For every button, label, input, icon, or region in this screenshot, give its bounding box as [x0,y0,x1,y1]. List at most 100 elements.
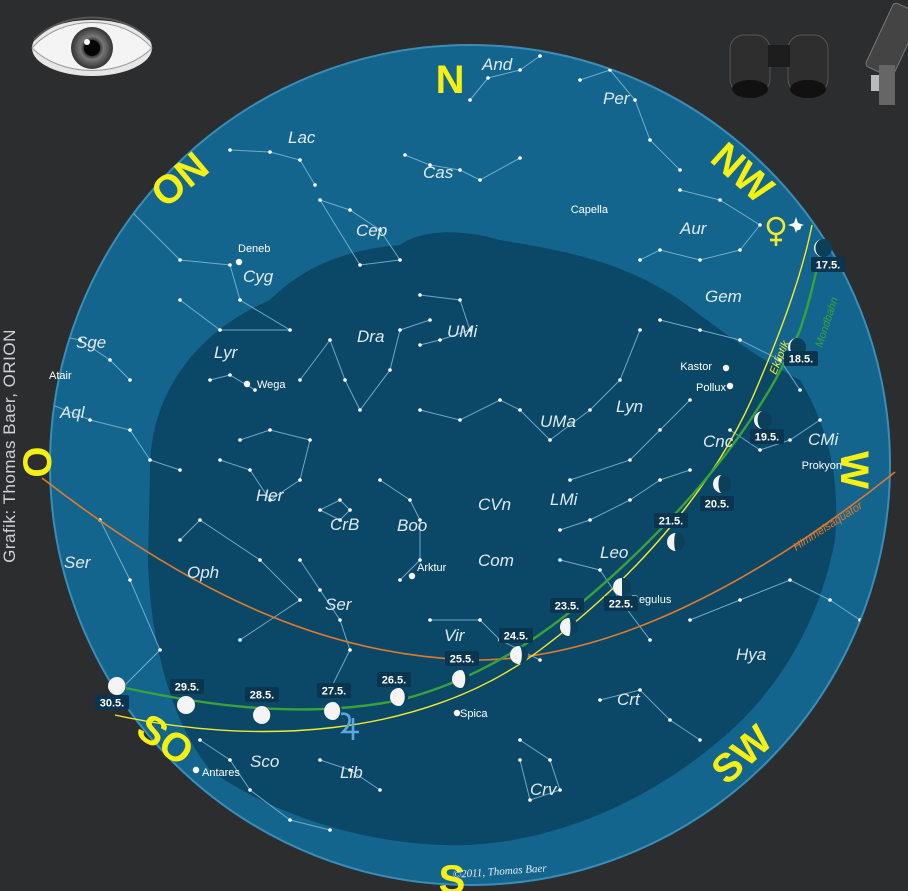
constellation-name: CrB [330,515,359,534]
star-dot [288,328,292,332]
constellation-name: Cas [423,163,454,182]
star-dot [468,328,472,332]
constellation-name: CVn [478,495,511,514]
star-dot [678,168,682,172]
svg-text:27.5.: 27.5. [322,686,346,698]
moon-phase [324,702,342,720]
star-dot [486,76,490,80]
star-dot [408,498,412,502]
moon-path-line [111,239,824,711]
binoculars-icon [729,34,829,98]
star-dot [313,183,317,187]
star-dot [518,156,522,160]
star-dot [38,398,42,402]
star-dot [558,788,562,792]
star-dot [318,198,322,202]
star-dot [158,648,162,652]
constellation-name: Com [478,551,514,570]
star-dot [818,418,822,422]
credit-sidebar: Grafik: Thomas Baer, ORION [0,0,24,891]
star-dot [128,378,132,382]
bright-star [192,766,200,774]
moon-phase [510,646,528,664]
star-dot [298,478,302,482]
moon-date-tag: 19.5. [750,429,784,444]
star-dot [88,418,92,422]
star-name: Capella [571,204,609,216]
moon-date-tag: 23.5. [550,598,584,613]
constellation-name: CMi [808,430,839,449]
svg-text:30.5.: 30.5. [100,698,124,710]
star-dot [228,758,232,762]
star-dot [238,298,242,302]
constellation-names: And Per Lac Cas Cep Aur Cyg Sge Lyr Dra UMi Gem Aql U… [59,55,839,799]
moon-phase [177,696,195,714]
svg-text:17.5.: 17.5. [816,260,840,272]
constellation-line [559,559,651,641]
star-dot [28,328,32,332]
constellation-name: UMa [540,412,576,431]
jupiter-symbol [339,712,359,740]
star-names: Capella Deneb Wega Atair Kastor Pollux Prokyon… [49,204,842,779]
constellation-name: Oph [187,563,219,582]
star-dot [398,328,402,332]
constellation-name: Crv [530,780,558,799]
star-dot [268,498,272,502]
star-name: Arktur [417,562,447,574]
star-dot [518,408,522,412]
direction-label: O [16,446,60,477]
constellation-name: Leo [600,543,628,562]
star-dot [458,168,462,172]
star-dot [78,338,82,342]
star-dot [738,248,742,252]
moon-phase [613,578,631,596]
star-dot [458,418,462,422]
constellation-name: Aur [679,219,708,238]
constellation-name: Lac [288,128,316,147]
star-dot [178,298,182,302]
bright-star [453,709,461,717]
star-dot [638,328,642,332]
star-dot [548,438,552,442]
star-dot [518,758,522,762]
star-name: Kastor [680,361,712,373]
star-dot [588,518,592,522]
star-dot [128,208,132,212]
star-name: Regulus [631,594,672,606]
moon-date-tag: 20.5. [700,496,734,511]
star-dot [788,438,792,442]
star-dot [268,428,272,432]
star-dot [688,618,692,622]
star-name: Antares [202,767,240,779]
star-dot [598,568,602,572]
star-dot [698,328,702,332]
constellation-name: And [481,55,513,74]
constellation-name: Lib [340,763,363,782]
star-dot [538,658,542,662]
constellation-name: Aql [59,403,86,422]
moon-phase [814,239,832,257]
star-name: Wega [257,379,286,391]
moon-date-tag: 21.5. [654,513,688,528]
star-dot [438,338,442,342]
star-dot [238,638,242,642]
star-name: Spica [460,708,488,720]
star-dot [738,338,742,342]
star-dot [328,338,332,342]
credit-text: Grafik: Thomas Baer, ORION [0,328,19,563]
star-dots [28,54,862,832]
constellation-name: Lyn [616,397,643,416]
star-dot [718,198,722,202]
star-dot [628,498,632,502]
direction-label: S [439,858,466,891]
svg-text:25.5.: 25.5. [450,654,474,666]
constellation-line [319,199,401,266]
star-dot [228,373,232,377]
star-name: Prokyon [802,460,842,472]
star-dot [378,228,382,232]
constellation-name: Cyg [243,267,274,286]
svg-text:22.5.: 22.5. [609,599,633,611]
star-dot [638,688,642,692]
star-dot [318,508,322,512]
